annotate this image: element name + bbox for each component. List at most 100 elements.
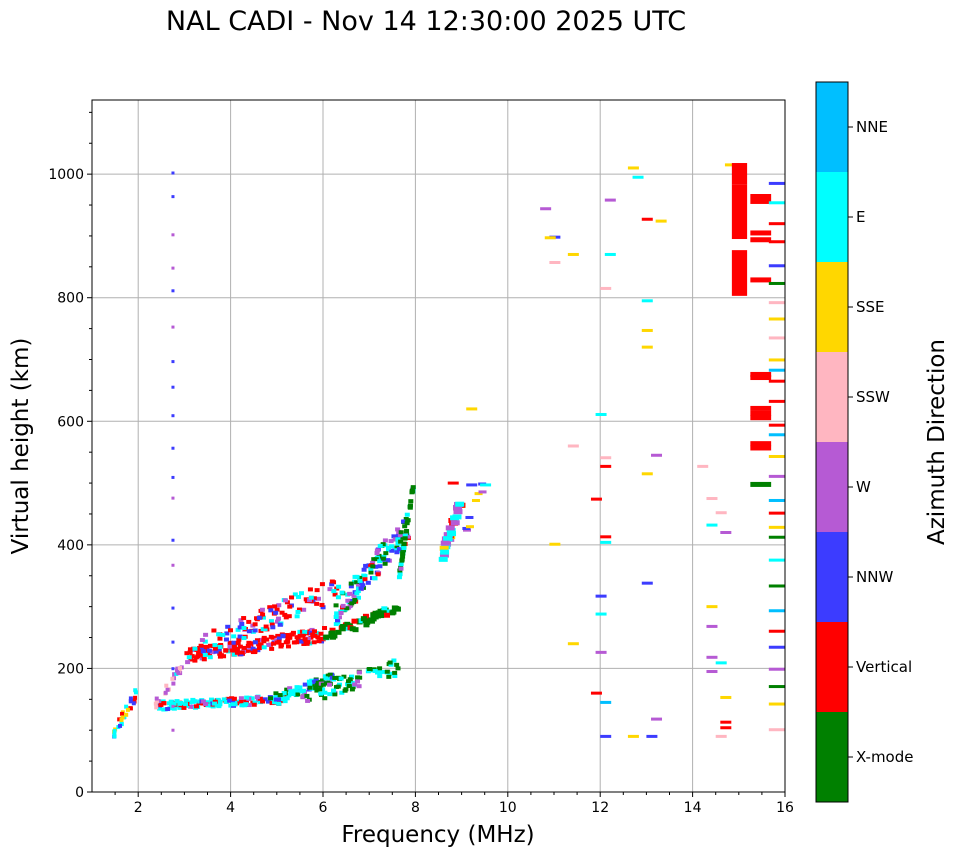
echo-mark xyxy=(362,577,368,582)
echo-mark xyxy=(292,688,298,693)
echo-mark xyxy=(750,415,772,421)
colorbar-segment xyxy=(816,82,848,172)
echo-mark xyxy=(322,696,328,701)
echo-mark xyxy=(308,595,314,600)
echo-mark xyxy=(720,720,732,724)
echo-mark xyxy=(154,699,159,704)
echo-mark xyxy=(198,643,204,648)
echo-mark xyxy=(354,591,360,596)
echo-mark xyxy=(305,636,311,641)
echo-mark xyxy=(171,563,175,567)
echo-mark xyxy=(277,622,283,627)
echo-mark xyxy=(112,732,117,737)
echo-mark xyxy=(447,481,459,485)
echo-mark xyxy=(377,564,383,569)
echo-mark xyxy=(651,717,663,721)
echo-mark xyxy=(234,650,240,655)
echo-mark xyxy=(382,669,388,674)
echo-mark xyxy=(235,627,241,632)
echo-mark xyxy=(375,572,381,577)
echo-mark xyxy=(320,682,326,687)
echo-mark xyxy=(307,685,313,690)
echo-mark xyxy=(768,301,785,305)
echo-mark xyxy=(471,499,480,503)
echo-mark xyxy=(211,628,217,633)
echo-mark xyxy=(284,696,290,701)
echo-mark xyxy=(227,644,233,649)
echo-mark xyxy=(404,512,410,517)
echo-mark xyxy=(347,591,353,596)
echo-mark xyxy=(241,625,247,630)
echo-mark xyxy=(333,622,339,627)
echo-mark xyxy=(190,699,196,704)
echo-mark xyxy=(768,399,785,403)
echo-mark xyxy=(410,485,416,490)
echo-mark xyxy=(641,299,653,303)
echo-mark xyxy=(188,704,194,709)
echo-mark xyxy=(305,698,311,703)
echo-mark xyxy=(118,723,123,728)
y-tick-label: 0 xyxy=(75,785,84,801)
echo-mark xyxy=(750,375,772,381)
echo-mark xyxy=(715,734,727,738)
echo-mark xyxy=(408,499,414,504)
echo-mark xyxy=(351,593,357,598)
echo-mark xyxy=(361,567,367,572)
echo-mark xyxy=(231,696,237,701)
echo-mark xyxy=(204,645,210,650)
echo-mark xyxy=(278,644,284,649)
echo-mark xyxy=(272,700,278,705)
echo-mark xyxy=(315,680,321,685)
echo-mark xyxy=(212,646,218,651)
echo-mark xyxy=(320,605,326,610)
echo-mark xyxy=(168,699,174,704)
echo-mark xyxy=(356,684,362,689)
echo-mark xyxy=(372,614,379,620)
echo-mark xyxy=(172,672,177,677)
echo-mark xyxy=(377,559,383,564)
echo-mark xyxy=(277,693,283,698)
echo-mark xyxy=(301,641,307,646)
echo-mark xyxy=(474,492,483,496)
echo-mark xyxy=(404,529,410,534)
echo-mark xyxy=(164,683,169,688)
echo-mark xyxy=(327,682,333,687)
echo-mark xyxy=(318,691,324,696)
echo-mark xyxy=(200,649,206,654)
echo-mark xyxy=(229,648,235,653)
echo-mark xyxy=(395,666,401,671)
y-axis-label: Virtual height (km) xyxy=(8,338,34,555)
echo-mark xyxy=(341,674,347,679)
echo-mark xyxy=(402,524,408,529)
echo-mark xyxy=(239,699,245,704)
echo-mark xyxy=(295,609,301,614)
echo-mark xyxy=(768,379,785,383)
echo-mark xyxy=(256,642,262,647)
echo-mark xyxy=(380,542,386,547)
echo-mark xyxy=(308,635,314,640)
echo-mark xyxy=(237,625,243,630)
echo-mark xyxy=(192,658,198,663)
echo-mark xyxy=(241,645,247,650)
echo-mark xyxy=(768,558,785,562)
echo-mark xyxy=(386,674,392,679)
echo-mark xyxy=(340,603,346,608)
echo-mark xyxy=(171,360,175,364)
echo-mark xyxy=(261,635,267,640)
echo-mark xyxy=(720,531,732,534)
echo-mark xyxy=(466,483,478,487)
echo-mark xyxy=(397,572,403,577)
x-tick-label: 8 xyxy=(411,800,420,816)
echo-mark xyxy=(398,530,404,535)
echo-mark xyxy=(187,647,193,652)
echo-mark xyxy=(268,619,274,624)
echo-mark xyxy=(307,682,313,687)
echo-mark xyxy=(384,669,390,674)
echo-mark xyxy=(386,545,392,550)
echo-mark xyxy=(349,626,356,632)
echo-mark xyxy=(284,687,290,692)
echo-mark xyxy=(768,201,785,205)
echo-mark xyxy=(400,554,406,559)
echo-mark xyxy=(372,669,378,674)
echo-mark xyxy=(252,700,258,705)
